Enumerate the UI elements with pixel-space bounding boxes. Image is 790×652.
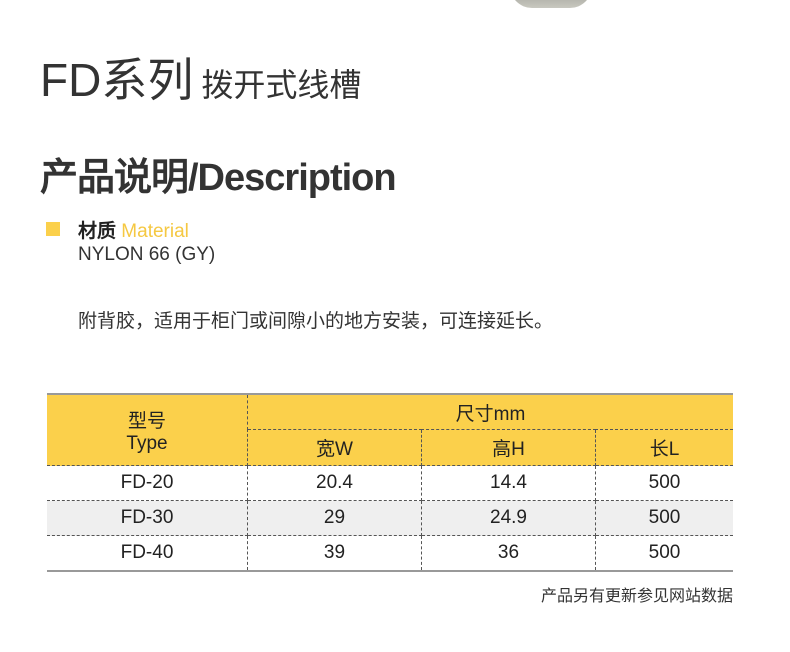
product-image bbox=[510, 0, 592, 8]
cell-length: 500 bbox=[595, 500, 733, 536]
page-title: FD系列 拨开式线槽 bbox=[40, 52, 361, 113]
cell-type: FD-40 bbox=[47, 535, 248, 572]
cell-height: 24.9 bbox=[421, 500, 596, 536]
section-heading: 产品说明/Description bbox=[40, 157, 397, 199]
footnote: 产品另有更新参见网站数据 bbox=[540, 586, 733, 605]
cell-length: 500 bbox=[595, 465, 733, 501]
col-header-height: 高H bbox=[421, 429, 596, 466]
cell-width: 20.4 bbox=[247, 465, 422, 501]
type-header-en: Type bbox=[126, 432, 168, 454]
cell-type: FD-20 bbox=[47, 465, 248, 501]
table-row: FD-20 20.4 14.4 500 bbox=[47, 465, 733, 501]
material-label-en: Material bbox=[121, 221, 189, 242]
cell-height: 14.4 bbox=[421, 465, 596, 501]
spec-table: 型号 Type 尺寸mm 宽W 高H 长L FD-20 20.4 14.4 500 FD-30… bbox=[47, 393, 733, 572]
cell-width: 29 bbox=[247, 500, 422, 536]
type-header: 型号 Type bbox=[47, 394, 248, 466]
col-header-length: 长L bbox=[595, 429, 733, 466]
dims-header: 尺寸mm bbox=[247, 394, 733, 430]
table-row: FD-30 29 24.9 500 bbox=[47, 500, 733, 536]
series-name: FD系列 bbox=[40, 54, 194, 106]
cell-length: 500 bbox=[595, 535, 733, 572]
cell-type: FD-30 bbox=[47, 500, 248, 536]
cell-height: 36 bbox=[421, 535, 596, 572]
series-subtitle: 拨开式线槽 bbox=[201, 67, 362, 103]
material-value: NYLON 66 (GY) bbox=[78, 244, 216, 265]
type-header-cn: 型号 bbox=[127, 410, 166, 432]
material-label: 材质 Material bbox=[78, 216, 189, 243]
col-header-width: 宽W bbox=[247, 429, 422, 466]
cell-width: 39 bbox=[247, 535, 422, 572]
material-label-cn: 材质 bbox=[78, 221, 117, 242]
bullet-square-icon bbox=[46, 222, 60, 236]
table-row: FD-40 39 36 500 bbox=[47, 535, 733, 572]
description-text: 附背胶，适用于柜门或间隙小的地方安装，可连接延长。 bbox=[78, 310, 554, 332]
